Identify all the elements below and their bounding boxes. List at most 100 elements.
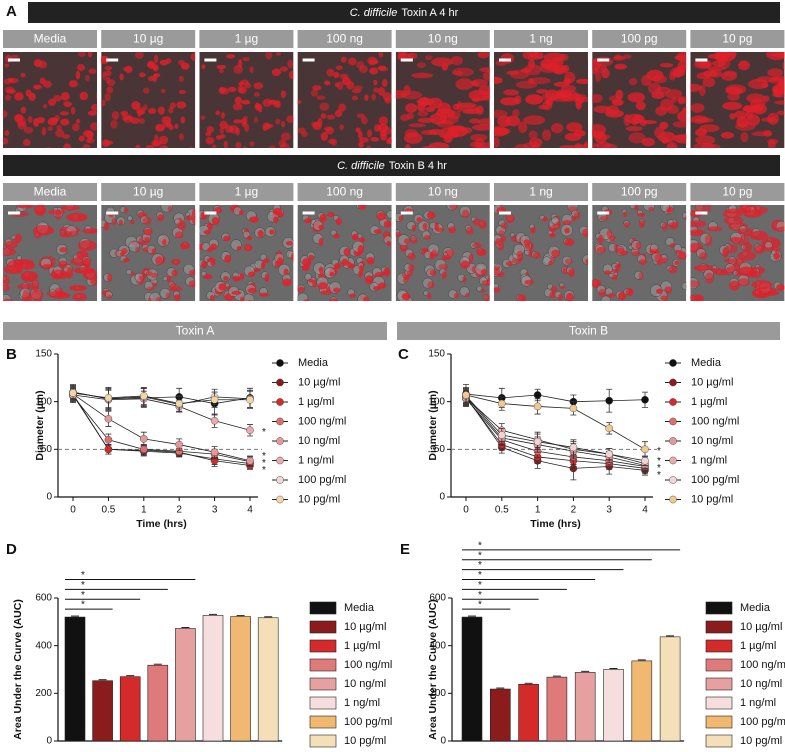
red-signal	[723, 216, 744, 225]
red-signal	[563, 78, 572, 85]
red-signal	[178, 133, 185, 141]
red-signal	[323, 126, 333, 131]
legend-swatch	[309, 715, 337, 729]
micrograph	[690, 52, 785, 148]
red-signal	[236, 245, 242, 251]
red-signal	[101, 99, 106, 107]
red-signal	[720, 132, 734, 139]
red-signal	[238, 58, 243, 68]
red-signal	[144, 236, 151, 244]
y-tick-label: 600	[429, 593, 446, 604]
red-signal	[627, 92, 646, 103]
micrograph-bg	[101, 52, 196, 148]
red-signal	[383, 220, 392, 228]
red-signal	[574, 94, 585, 106]
red-signal	[287, 59, 294, 69]
legend-swatch	[705, 658, 733, 672]
y-tick-label: 150	[428, 349, 445, 360]
legend-swatch	[309, 734, 337, 748]
image-label: 100 pg	[621, 185, 658, 199]
red-signal	[451, 67, 474, 77]
red-signal	[9, 77, 19, 84]
red-signal	[334, 109, 343, 118]
x-axis-label: Time (hrs)	[530, 518, 581, 530]
red-signal	[142, 217, 152, 226]
red-signal	[176, 101, 187, 109]
red-signal	[249, 141, 255, 147]
header-bar	[3, 155, 780, 176]
red-signal	[482, 70, 490, 82]
red-signal	[652, 75, 668, 84]
red-signal	[5, 94, 12, 101]
legend-marker	[669, 398, 677, 406]
red-signal	[407, 252, 416, 260]
red-signal	[147, 108, 157, 114]
red-signal	[776, 226, 785, 232]
significance-star: *	[478, 570, 482, 581]
red-signal	[269, 229, 275, 235]
red-signal	[660, 98, 674, 111]
red-signal	[337, 81, 344, 90]
red-signal	[46, 290, 67, 297]
red-signal	[90, 122, 97, 131]
red-signal	[219, 126, 224, 134]
data-point	[462, 391, 470, 399]
header-bar	[3, 322, 387, 340]
red-signal	[406, 270, 413, 277]
red-signal	[110, 119, 118, 129]
significance-star: *	[478, 600, 482, 611]
red-signal	[3, 284, 11, 292]
red-signal	[216, 64, 227, 70]
red-signal	[146, 286, 155, 291]
legend-label: 1 µg/ml	[691, 396, 727, 408]
series-line	[465, 396, 646, 466]
red-signal	[227, 86, 237, 92]
red-signal	[383, 267, 391, 277]
image-label: 10 pg	[722, 185, 752, 199]
red-signal	[530, 227, 536, 234]
red-signal	[543, 52, 565, 63]
red-signal	[623, 221, 630, 228]
red-signal	[66, 212, 88, 222]
red-signal	[235, 141, 242, 148]
red-signal	[479, 67, 490, 73]
red-signal	[205, 131, 212, 137]
red-signal	[60, 205, 81, 211]
red-signal	[177, 221, 187, 231]
row-title: C. difficile Toxin B 4 hr	[337, 160, 447, 172]
red-signal	[649, 249, 660, 255]
series-line	[72, 391, 251, 405]
red-signal	[477, 118, 490, 126]
series-line	[465, 393, 646, 403]
red-signal	[233, 119, 242, 124]
red-signal	[782, 61, 785, 70]
red-signal	[223, 276, 229, 281]
red-signal	[82, 130, 93, 138]
red-signal	[124, 65, 133, 74]
image-label: 1 ng	[529, 32, 552, 46]
red-signal	[559, 145, 579, 148]
red-signal	[178, 75, 185, 82]
red-signal	[119, 251, 125, 257]
red-signal	[366, 256, 375, 265]
bar	[64, 616, 86, 742]
red-signal	[695, 128, 708, 137]
y-tick-label: 100	[428, 396, 445, 407]
red-signal	[768, 139, 776, 148]
red-signal	[568, 268, 575, 277]
red-signal	[408, 123, 427, 128]
red-signal	[566, 292, 574, 301]
legend-marker	[276, 495, 284, 504]
red-signal	[201, 64, 206, 69]
red-signal	[406, 112, 415, 120]
red-signal	[361, 116, 368, 125]
image-label: 10 pg	[722, 32, 752, 46]
header-title: Toxin B	[569, 324, 608, 338]
red-signal	[41, 126, 47, 136]
legend-swatch	[309, 696, 337, 710]
red-signal	[17, 121, 27, 130]
panel-letter: E	[400, 541, 410, 558]
image-label: 1 µg	[235, 32, 259, 46]
red-signal	[318, 282, 328, 290]
data-point	[175, 440, 183, 449]
